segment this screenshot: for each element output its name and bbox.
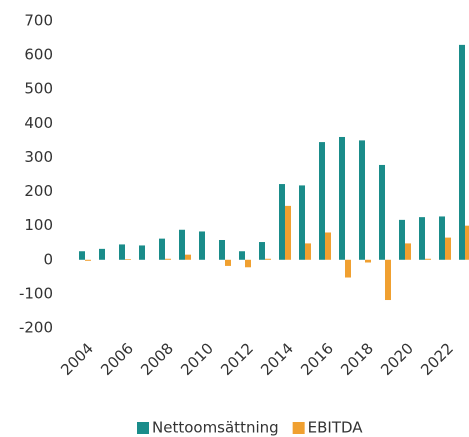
y-tick-label: 600 xyxy=(24,46,53,64)
x-tick-label: 2010 xyxy=(177,339,217,379)
bar xyxy=(385,259,391,301)
bar xyxy=(199,231,205,260)
y-tick-label: 0 xyxy=(43,250,53,268)
y-tick-label: 700 xyxy=(24,12,53,30)
x-tick-label: 2012 xyxy=(217,339,257,379)
bar xyxy=(465,225,469,260)
bar xyxy=(119,244,125,260)
bar xyxy=(125,259,131,260)
bar xyxy=(325,232,331,260)
y-tick-label: -200 xyxy=(19,319,53,337)
bar xyxy=(285,205,291,260)
x-tick-label: 2008 xyxy=(137,339,177,379)
bar xyxy=(419,217,425,260)
y-tick-label: 400 xyxy=(24,114,53,132)
bar xyxy=(339,136,345,260)
legend-swatch xyxy=(137,422,149,434)
y-tick-label: 100 xyxy=(24,216,53,234)
bar xyxy=(139,245,145,260)
x-tick-label: 2004 xyxy=(57,339,97,379)
bar xyxy=(299,185,305,260)
bar xyxy=(279,184,285,260)
x-tick-label: 2020 xyxy=(377,339,417,379)
bar xyxy=(399,219,405,260)
bar xyxy=(239,251,245,260)
legend-swatch xyxy=(292,422,305,434)
x-tick-label: 2014 xyxy=(257,339,297,379)
bar xyxy=(439,216,445,260)
bar xyxy=(319,142,325,260)
bar xyxy=(159,238,165,260)
x-tick-label: 2006 xyxy=(97,339,137,379)
bar xyxy=(99,248,105,260)
y-tick-label: -100 xyxy=(19,284,53,302)
bar xyxy=(359,140,365,260)
bar xyxy=(459,44,465,260)
bar xyxy=(85,259,91,261)
y-tick-label: 300 xyxy=(24,148,53,166)
bar xyxy=(365,259,371,263)
bar xyxy=(219,239,225,260)
bar xyxy=(185,254,191,260)
bar xyxy=(305,243,311,260)
legend-label: EBITDA xyxy=(308,419,364,437)
bar xyxy=(425,258,431,260)
bar xyxy=(379,164,385,260)
x-tick-label: 2018 xyxy=(337,339,377,379)
x-tick-label: 2016 xyxy=(297,339,337,379)
bar xyxy=(259,242,265,260)
y-tick-label: 500 xyxy=(24,80,53,98)
bar xyxy=(445,237,451,260)
bar xyxy=(225,259,231,266)
bar xyxy=(245,259,251,268)
y-tick-label: 200 xyxy=(24,182,53,200)
bar xyxy=(265,258,271,260)
legend-label: Nettoomsättning xyxy=(152,419,279,437)
bar xyxy=(179,229,185,260)
bar xyxy=(405,243,411,260)
bar xyxy=(79,251,85,260)
bar xyxy=(345,259,351,278)
x-tick-label: 2022 xyxy=(417,339,457,379)
bar xyxy=(165,258,171,260)
